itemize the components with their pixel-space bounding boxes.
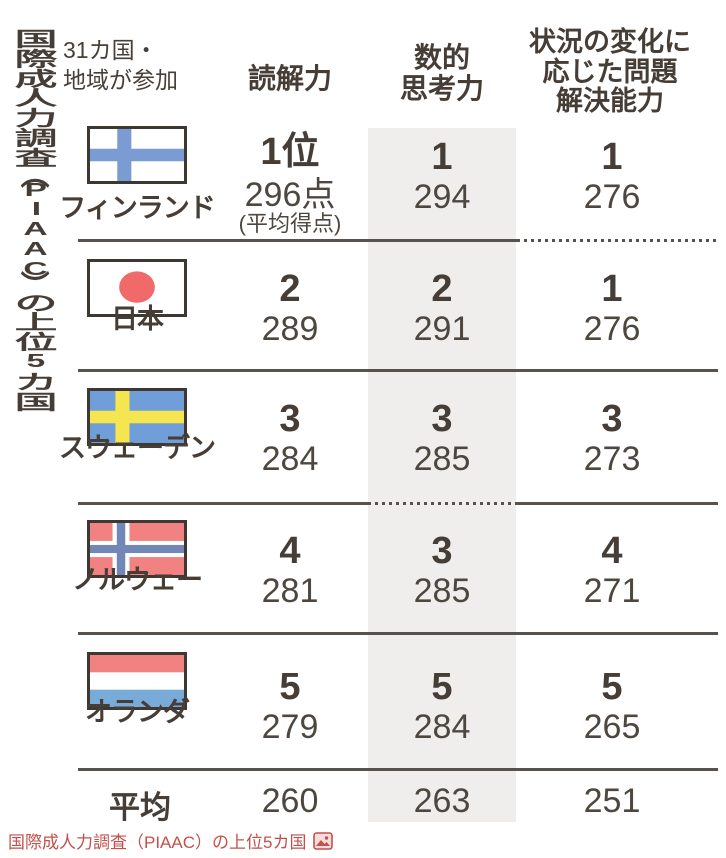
numeracy-score: 285 [413,572,471,610]
reading-rank: 5 [279,666,301,708]
netherlands-flag-icon [87,652,187,710]
problem-score: 265 [583,708,641,746]
problem-score: 273 [583,440,641,478]
average-numeracy: 263 [413,782,471,820]
average-problem: 251 [583,782,641,820]
numeracy-rank: 5 [431,666,453,708]
numeracy-rank: 3 [431,398,453,440]
row-separator [78,369,718,372]
problem-rank: 1 [601,136,623,178]
reading-score-note: (平均得点) [238,211,342,236]
problem-rank: 1 [601,268,623,310]
problem-score: 271 [583,572,641,610]
participation-note: 31カ国・ 地域が参加 [63,37,178,93]
country-label: 日本 [111,304,164,334]
problem-rank: 4 [601,530,623,572]
reading-rank: 3 [279,398,301,440]
numeracy-rank: 1 [431,136,453,178]
image-icon [313,831,334,850]
problem-rank: 5 [601,666,623,708]
column-header-reading: 読解力 [247,63,332,94]
problem-score: 276 [583,310,641,348]
numeracy-score: 285 [413,440,471,478]
reading-score: 284 [261,440,319,478]
numeracy-column-highlight [368,128,516,822]
country-label: フィンランド [59,193,215,223]
numeracy-rank: 3 [431,530,453,572]
average-reading: 260 [261,782,319,820]
average-label: 平均 [109,790,171,825]
country-label: オランダ [85,697,190,727]
reading-score: 296点 [244,176,336,214]
finland-flag-icon [87,126,187,184]
numeracy-score: 284 [413,708,471,746]
reading-rank: 4 [279,530,301,572]
country-label: ノルウェー [72,565,203,595]
problem-rank: 3 [601,398,623,440]
row-separator [78,502,718,505]
caption-text: 国際成人力調査（PIAAC）の上位5カ国 [8,833,307,852]
column-header-problem-solving: 状況の変化に 応じた問題 解決能力 [529,27,691,117]
reading-rank: 1位 [260,131,320,173]
numeracy-rank: 2 [431,268,453,310]
reading-score: 279 [261,708,319,746]
reading-rank: 2 [279,268,301,310]
numeracy-score: 294 [413,178,471,216]
row-separator [78,768,718,771]
country-label: スウェーデン [59,433,216,463]
page-title-vertical: 国際成人力調査（P I A A C）の上位 5 カ国 [14,28,58,413]
problem-score: 276 [583,178,641,216]
norway-flag-icon [87,520,187,578]
caption-link[interactable]: 国際成人力調査（PIAAC）の上位5カ国 [8,828,334,853]
sweden-flag-icon [87,388,187,446]
column-header-numeracy: 数的 思考力 [399,42,484,105]
numeracy-score: 291 [413,310,471,348]
reading-score: 289 [261,310,319,348]
row-separator [78,632,718,635]
japan-flag-icon [87,259,187,317]
row-separator [78,239,718,242]
reading-score: 281 [261,572,319,610]
